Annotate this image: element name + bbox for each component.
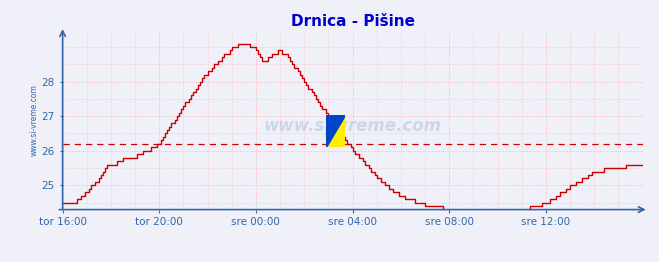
Polygon shape [326, 115, 345, 147]
Title: Drnica - Pišine: Drnica - Pišine [291, 14, 415, 29]
Y-axis label: www.si-vreme.com: www.si-vreme.com [30, 85, 39, 156]
Polygon shape [326, 115, 345, 147]
Text: www.si-vreme.com: www.si-vreme.com [264, 117, 442, 135]
